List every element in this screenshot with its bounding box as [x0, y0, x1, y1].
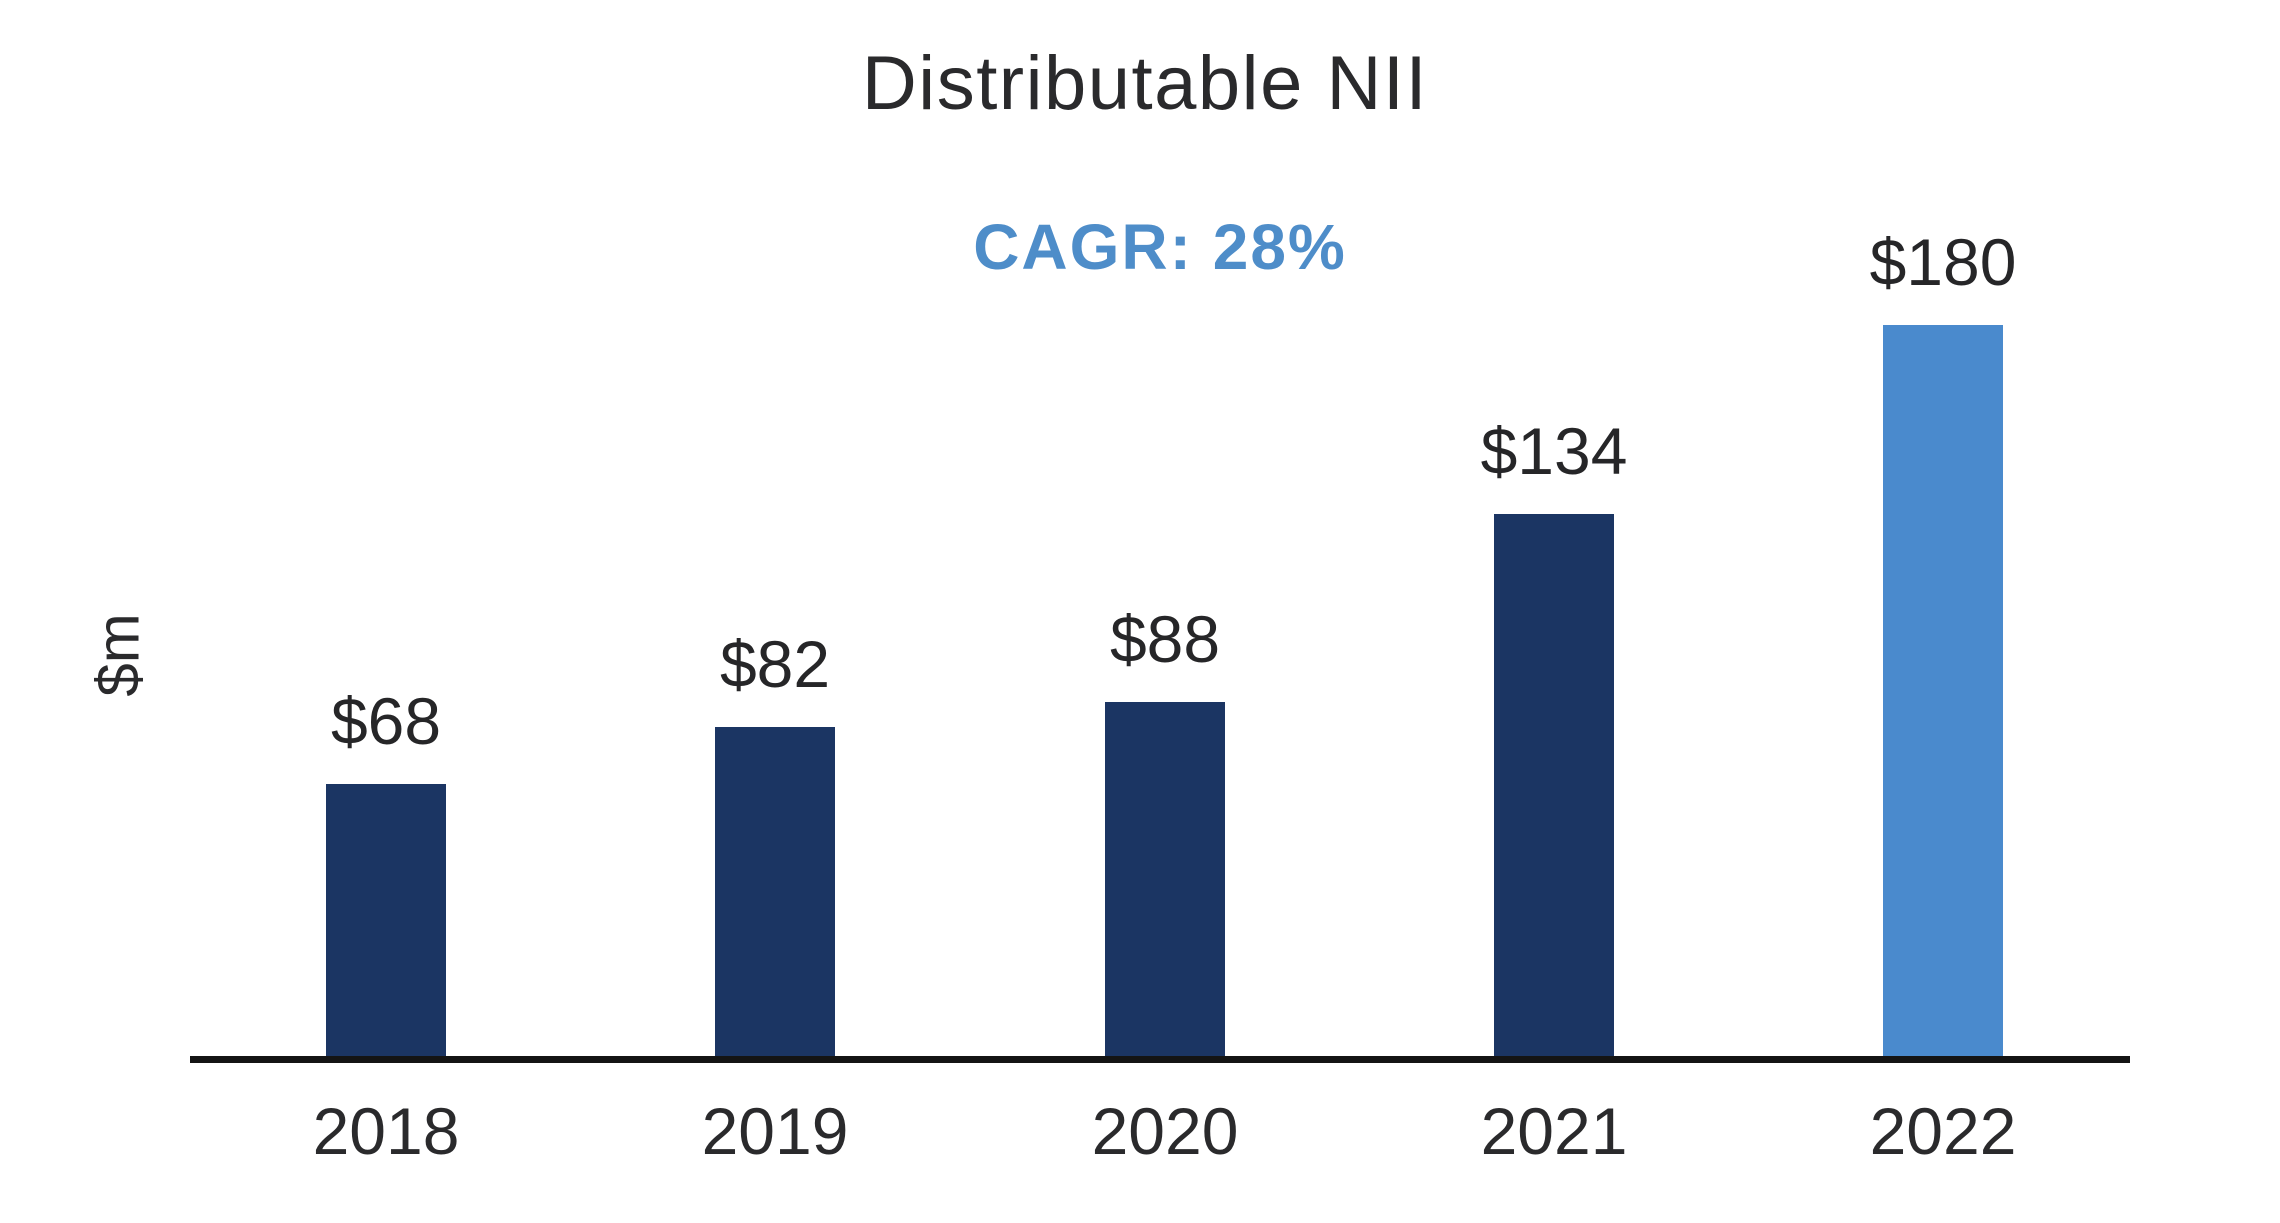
x-axis-labels: 2018 2019 2020 2021 2022 [190, 1093, 2130, 1183]
bar-group-2019: $82 [680, 0, 870, 1063]
bar-2022 [1883, 325, 2003, 1063]
bar-group-2022: $180 [1848, 0, 2038, 1063]
value-label-2022: $180 [1869, 225, 2017, 299]
x-tick-label-2021: 2021 [1480, 1094, 1628, 1168]
x-axis-line [190, 1056, 2130, 1063]
bar-2020 [1105, 702, 1225, 1063]
x-tick-label-2020: 2020 [1091, 1094, 1239, 1168]
value-label-2018: $68 [330, 684, 442, 758]
value-label-2019: $82 [719, 627, 831, 701]
x-tick-label-2018: 2018 [312, 1094, 460, 1168]
chart-title: Distributable NII [861, 41, 1429, 126]
x-tick-label-2019: 2019 [701, 1094, 849, 1168]
x-tick-label-2022: 2022 [1869, 1094, 2017, 1168]
y-axis-label: $m [84, 613, 152, 697]
value-label-2021: $134 [1480, 414, 1628, 488]
bar-group-2021: $134 [1459, 0, 1649, 1063]
bar-2021 [1494, 514, 1614, 1063]
bar-2019 [715, 727, 835, 1063]
cagr-annotation: CAGR: 28% [973, 211, 1347, 283]
value-label-2020: $88 [1109, 602, 1221, 676]
bar-2018 [326, 784, 446, 1063]
plot-area: $68 $82 $88 $134 $180 [190, 0, 2130, 1063]
bar-group-2018: $68 [291, 0, 481, 1063]
bar-group-2020: $88 [1070, 0, 1260, 1063]
